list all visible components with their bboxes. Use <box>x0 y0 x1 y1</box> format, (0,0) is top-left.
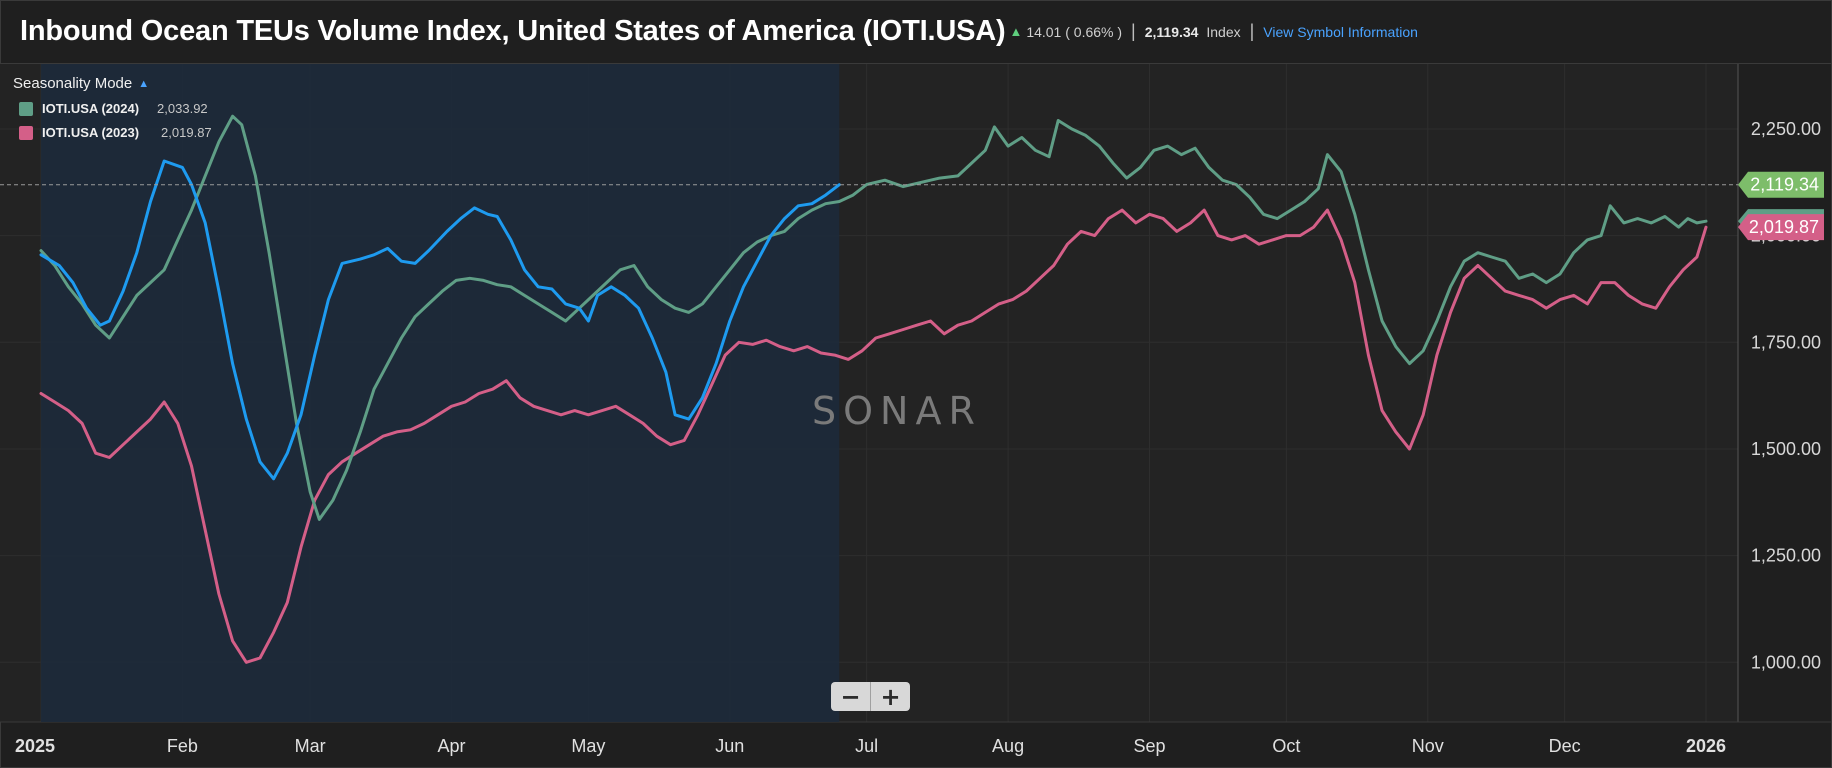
zoom-controls: − + <box>831 682 910 711</box>
arrow-up-icon: ▲ <box>1009 24 1023 39</box>
y-tick-label: 1,250.00 <box>1751 546 1821 566</box>
price-change-value: 14.01 ( 0.66% ) <box>1026 23 1123 40</box>
legend-swatch-2024 <box>19 101 33 116</box>
legend-value: 2,019.87 <box>161 125 212 140</box>
current-value-tag-background <box>1738 171 1824 198</box>
seasonality-mode-toggle[interactable]: Seasonality Mode ▲ <box>13 75 212 92</box>
legend-swatch-2023 <box>19 125 33 140</box>
x-tick-label: Nov <box>1412 736 1444 756</box>
legend-item-2024[interactable]: IOTI.USA (2024) 2,033.92 <box>13 101 212 116</box>
price-change: ▲ 14.01 ( 0.66% ) <box>1009 24 1122 40</box>
last-value: 2,119.34 <box>1144 23 1199 40</box>
legend-name: IOTI.USA (2023) <box>42 125 140 140</box>
x-tick-label: Mar <box>295 736 326 756</box>
series-2023-value-tag: 2,019.87 <box>1738 214 1824 241</box>
x-tick-label: Aug <box>992 736 1024 756</box>
chart-title: Inbound Ocean TEUs Volume Index, United … <box>20 15 1006 47</box>
current-period-shade <box>41 64 840 722</box>
zoom-in-button[interactable]: + <box>871 682 910 711</box>
series-2023-value-tag-background <box>1738 214 1824 241</box>
chevron-up-icon: ▲ <box>138 77 150 90</box>
y-tick-label: 2,250.00 <box>1751 119 1821 139</box>
x-tick-label: 2025 <box>15 736 55 756</box>
y-tick-label: 1,750.00 <box>1751 332 1821 352</box>
series-line-2024 <box>39 114 1708 521</box>
chart-legend: Seasonality Mode ▲ IOTI.USA (2024) 2,033… <box>13 75 212 140</box>
seasonality-mode-label: Seasonality Mode <box>13 75 133 92</box>
series-line-current <box>39 159 841 481</box>
x-tick-label: Dec <box>1549 736 1581 756</box>
x-tick-label: Sep <box>1133 736 1165 756</box>
y-tick-label: 1,500.00 <box>1751 439 1821 459</box>
legend-item-2023[interactable]: IOTI.USA (2023) 2,019.87 <box>13 125 212 140</box>
x-tick-label: Jul <box>855 736 878 756</box>
value-unit: Index <box>1206 23 1241 40</box>
header-separator: | <box>1131 21 1136 41</box>
legend-value: 2,033.92 <box>157 101 208 116</box>
last-value-group: 2,119.34 Index <box>1145 24 1241 40</box>
x-tick-label: Feb <box>167 736 198 756</box>
view-symbol-information-link[interactable]: View Symbol Information <box>1263 23 1418 40</box>
current-value-tag: 2,119.34 <box>1738 171 1824 198</box>
x-tick-label: May <box>571 736 605 756</box>
zoom-out-button[interactable]: − <box>831 682 871 711</box>
x-tick-label: Oct <box>1272 736 1300 756</box>
series-line-2023 <box>39 208 1708 664</box>
sonar-watermark: SONAR <box>812 389 982 433</box>
series-2023-value-tag-text: 2,019.87 <box>1749 217 1819 237</box>
legend-name: IOTI.USA (2024) <box>42 101 140 116</box>
x-tick-label: 2026 <box>1686 736 1726 756</box>
x-tick-label: Apr <box>438 736 466 756</box>
chart-header: Inbound Ocean TEUs Volume Index, United … <box>0 0 1832 64</box>
current-value-tag-text: 2,119.34 <box>1750 175 1819 195</box>
header-separator: | <box>1249 21 1255 41</box>
x-tick-label: Jun <box>715 736 744 756</box>
y-tick-label: 1,000.00 <box>1751 652 1821 672</box>
